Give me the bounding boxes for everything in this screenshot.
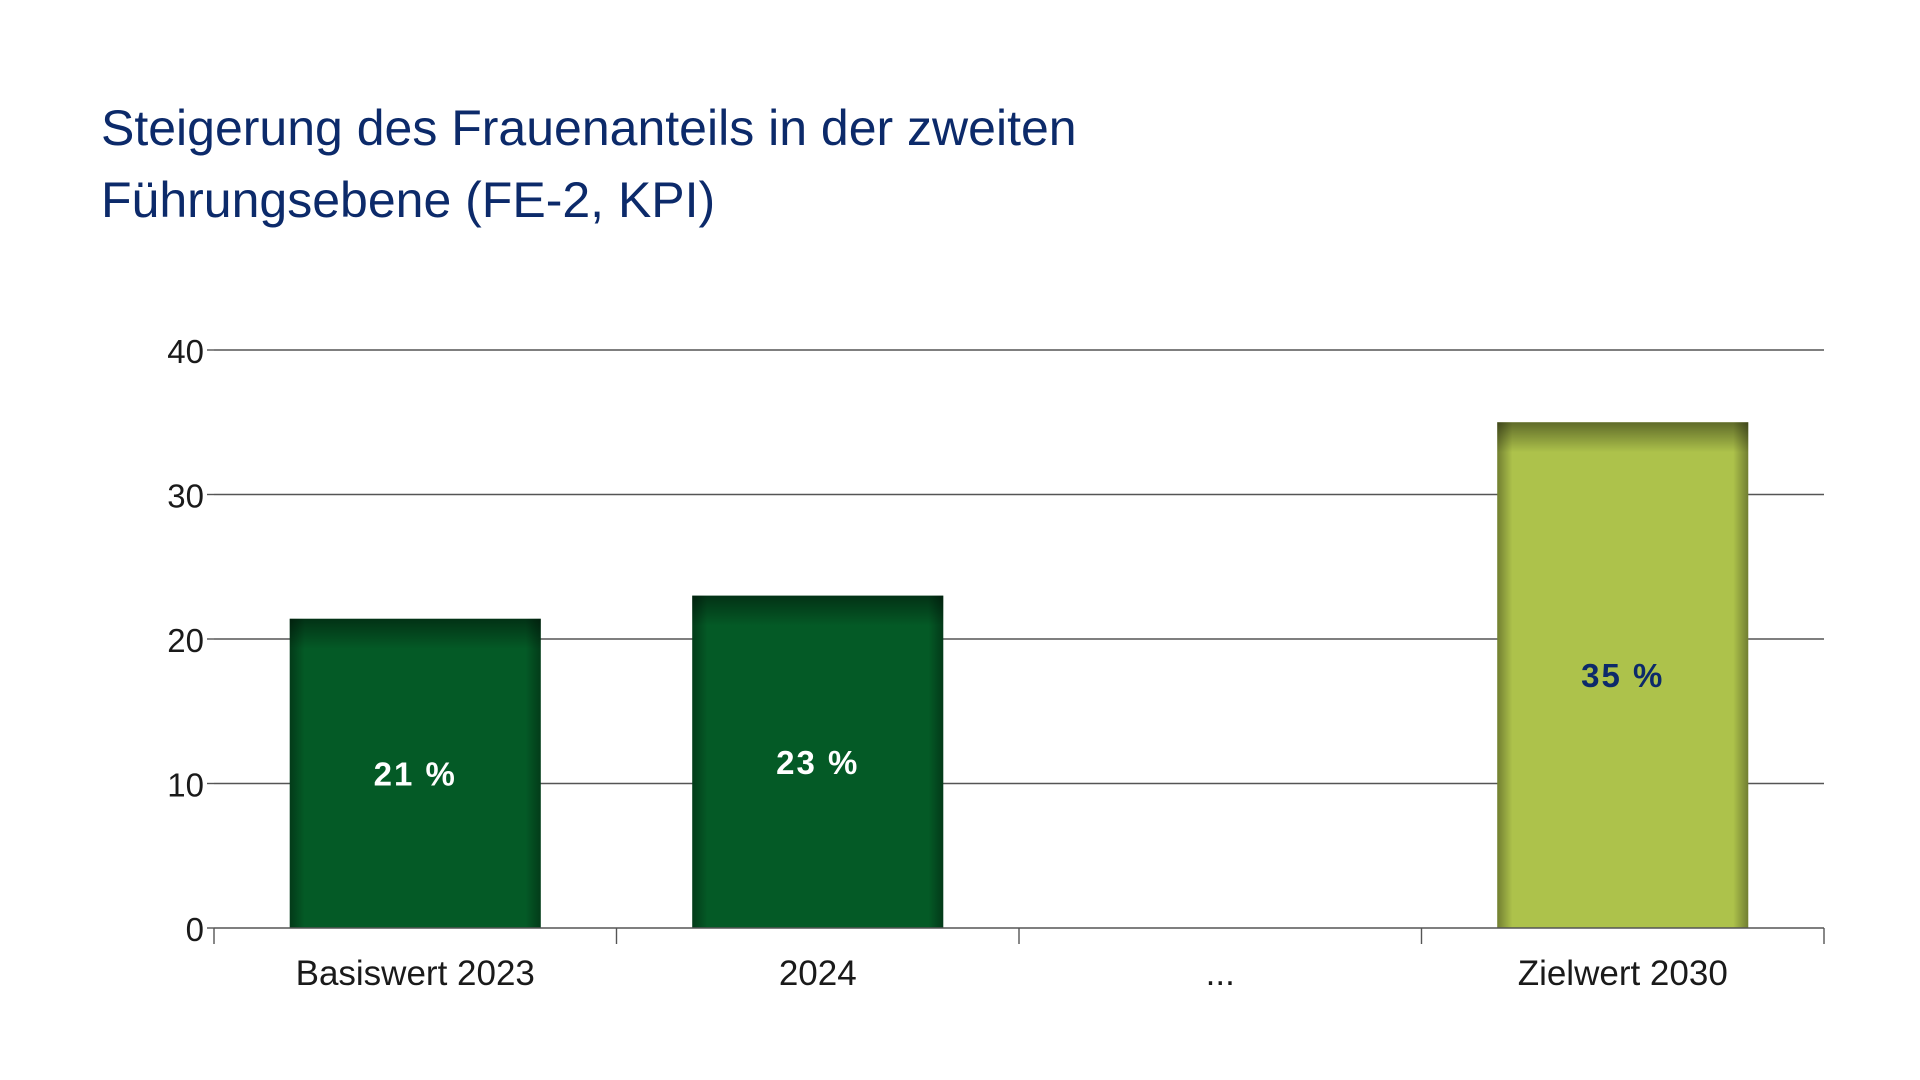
data-label: 35 % [1581,657,1664,694]
bar-side-shade [692,595,944,928]
x-tick-label: 2024 [779,954,857,993]
y-tick-label: 20 [167,622,204,659]
data-label: 23 % [776,744,859,781]
axes [207,349,1825,944]
bars [289,422,1749,928]
chart-title: Steigerung des Frauenanteils in der zwei… [101,100,1077,228]
bar-top-shade [692,595,944,626]
bar-top-shade [289,618,541,649]
bar-top-shade [1497,422,1749,453]
y-tick-label: 40 [167,333,204,370]
data-label: 21 % [374,755,457,792]
x-tick-label: ... [1206,954,1235,993]
bar-side-shade [289,618,541,928]
y-tick-label: 10 [167,767,204,804]
y-tick-label: 30 [167,478,204,515]
y-tick-label: 0 [186,911,204,948]
x-tick-label: Zielwert 2030 [1518,954,1728,993]
bar-side-shade [1497,422,1749,928]
labels: 0 10 20 30 40 21 % Basiswert 2023 23 % 2024 ... 35… [167,333,1728,993]
x-tick-label: Basiswert 2023 [296,954,535,993]
